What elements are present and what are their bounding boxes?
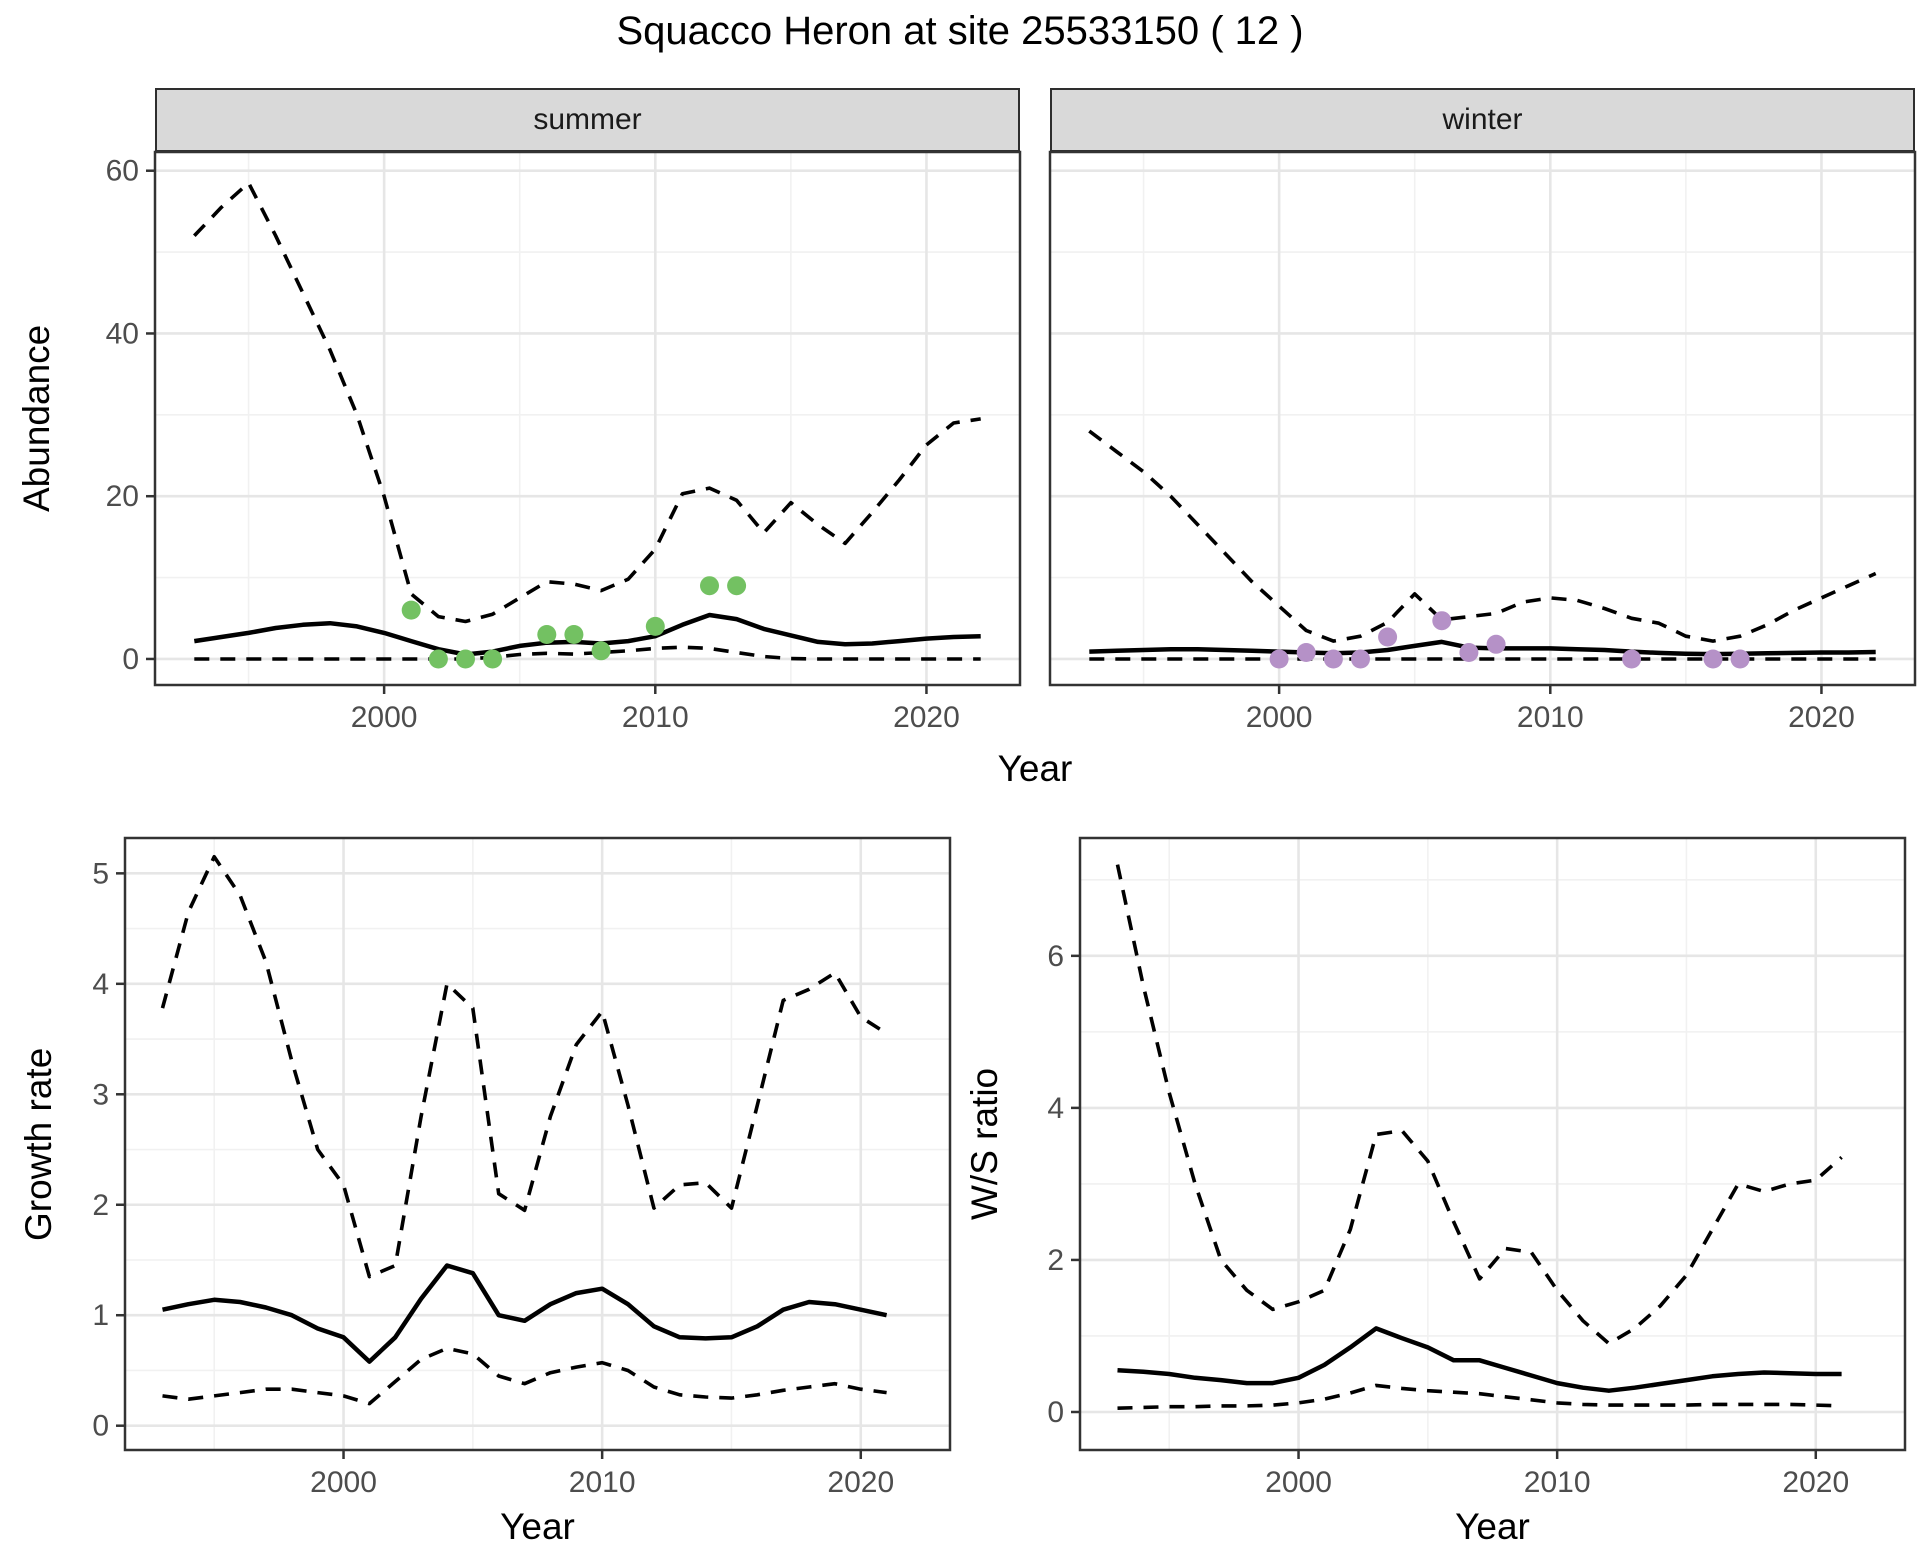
gridlines-minor xyxy=(125,838,950,1450)
y-tick-label: 1 xyxy=(92,1299,109,1332)
gridlines-minor xyxy=(1050,152,1915,685)
series-lower_95ci-line xyxy=(1117,1383,1842,1410)
observation-point xyxy=(456,649,475,669)
x-tick-label: 2020 xyxy=(1782,1466,1849,1499)
x-tick-label: 2000 xyxy=(310,1466,377,1499)
observation-point xyxy=(1323,649,1343,669)
observation-point xyxy=(428,649,448,669)
y-tick-label: 6 xyxy=(1047,940,1064,973)
series-upper_95ci-line xyxy=(192,181,981,624)
observation-point xyxy=(1269,649,1289,669)
y-tick-label: 0 xyxy=(92,1410,109,1443)
x-tick-label: 2010 xyxy=(1524,1466,1591,1499)
y-axis-title-abundance: Abundance xyxy=(16,324,57,513)
y-axis-title-ws-ratio: W/S ratio xyxy=(964,1067,1005,1221)
y-tick-label: 5 xyxy=(92,857,109,890)
observation-point xyxy=(401,600,421,620)
series-upper_95ci-line xyxy=(160,855,888,1279)
observation-point xyxy=(1351,649,1370,669)
observation-point xyxy=(1730,649,1750,669)
points-observed_counts_winter xyxy=(1269,611,1750,669)
facet-strip-summer-label: summer xyxy=(533,103,642,136)
y-axis-ticks: 0 2 4 6 xyxy=(1047,940,1080,1429)
series-upper_95ci-line xyxy=(1115,864,1843,1346)
y-axis-ticks: 0 20 40 60 xyxy=(106,155,155,676)
facet-strip-winter: winter xyxy=(1050,88,1915,152)
points-observed_counts_summer xyxy=(401,576,747,669)
series-median-line xyxy=(162,1263,888,1364)
panel-background xyxy=(155,152,1020,685)
panel-background xyxy=(1080,838,1905,1450)
observation-point xyxy=(564,625,584,644)
x-axis-title-year-growth: Year xyxy=(500,1506,575,1547)
facet-strip-winter-label: winter xyxy=(1442,103,1523,136)
panel-border xyxy=(123,836,952,1452)
panel-abundance_winter: 2000 2010 2020 xyxy=(1048,150,1917,734)
y-tick-label: 4 xyxy=(1047,1092,1064,1125)
x-tick-label: 2010 xyxy=(1517,701,1584,734)
observation-point xyxy=(483,649,503,669)
series-lower_95ci-line xyxy=(194,645,981,661)
y-tick-label: 2 xyxy=(92,1189,109,1222)
observation-point xyxy=(537,625,557,644)
y-tick-label: 3 xyxy=(92,1078,109,1111)
observation-point xyxy=(1378,627,1398,647)
panel-border xyxy=(1078,836,1907,1452)
x-axis-ticks: 2000 2010 2020 xyxy=(310,1450,894,1499)
y-tick-label: 40 xyxy=(106,317,139,350)
gridlines-minor xyxy=(155,152,1020,685)
y-tick-label: 4 xyxy=(92,968,109,1001)
observation-point xyxy=(727,576,747,596)
x-tick-label: 2020 xyxy=(827,1466,894,1499)
y-tick-label: 2 xyxy=(1047,1244,1064,1277)
observation-point xyxy=(1459,643,1479,662)
x-axis-ticks: 2000 2010 2020 xyxy=(1246,685,1855,734)
observation-point xyxy=(645,616,665,636)
observation-point xyxy=(1486,634,1506,654)
series-median-line xyxy=(193,612,981,657)
x-tick-label: 2010 xyxy=(569,1466,636,1499)
x-axis-title-year-ws: Year xyxy=(1455,1506,1530,1547)
panel-border xyxy=(1048,150,1917,687)
facet-strip-summer: summer xyxy=(155,88,1020,152)
gridlines-major xyxy=(1080,838,1905,1450)
panel-abundance_summer: 2000 2010 2020 0 20 40 60 xyxy=(106,150,1022,734)
x-axis-ticks: 2000 2010 2020 xyxy=(1265,1450,1849,1499)
x-tick-label: 2000 xyxy=(351,701,418,734)
x-axis-title-year-top: Year xyxy=(997,748,1073,789)
series-lower_95ci-line xyxy=(162,1346,887,1406)
x-tick-label: 2000 xyxy=(1265,1466,1332,1499)
y-tick-label: 60 xyxy=(106,155,139,188)
x-tick-label: 2020 xyxy=(893,701,960,734)
observation-point xyxy=(591,641,611,661)
chart-title: Squacco Heron at site 25533150 ( 12 ) xyxy=(616,9,1304,53)
panel-background xyxy=(125,838,950,1450)
x-tick-label: 2020 xyxy=(1788,701,1855,734)
y-axis-title-growth-rate: Growth rate xyxy=(18,1047,59,1241)
y-tick-label: 0 xyxy=(122,643,139,676)
panel-ws_ratio: 2000 2010 2020 0 2 4 6 xyxy=(1047,836,1907,1499)
observation-point xyxy=(700,576,719,596)
x-tick-label: 2010 xyxy=(622,701,689,734)
y-tick-label: 0 xyxy=(1047,1396,1064,1429)
gridlines-major xyxy=(125,838,950,1450)
series-median-line xyxy=(1117,1326,1842,1393)
x-axis-ticks: 2000 2010 2020 xyxy=(351,685,960,734)
series-upper_95ci-line xyxy=(1088,429,1877,643)
observation-point xyxy=(1703,649,1723,669)
observation-point xyxy=(1432,611,1452,631)
observation-point xyxy=(1622,649,1642,669)
y-axis-ticks: 0 1 2 3 4 5 xyxy=(92,857,125,1443)
panel-border xyxy=(153,150,1022,687)
x-tick-label: 2000 xyxy=(1246,701,1313,734)
gridlines-minor xyxy=(1080,838,1905,1450)
panel-background xyxy=(1050,152,1915,685)
observation-point xyxy=(1296,643,1316,662)
panel-growth_rate: 2000 2010 2020 0 1 2 3 4 5 xyxy=(92,836,952,1499)
y-tick-label: 20 xyxy=(106,480,139,513)
